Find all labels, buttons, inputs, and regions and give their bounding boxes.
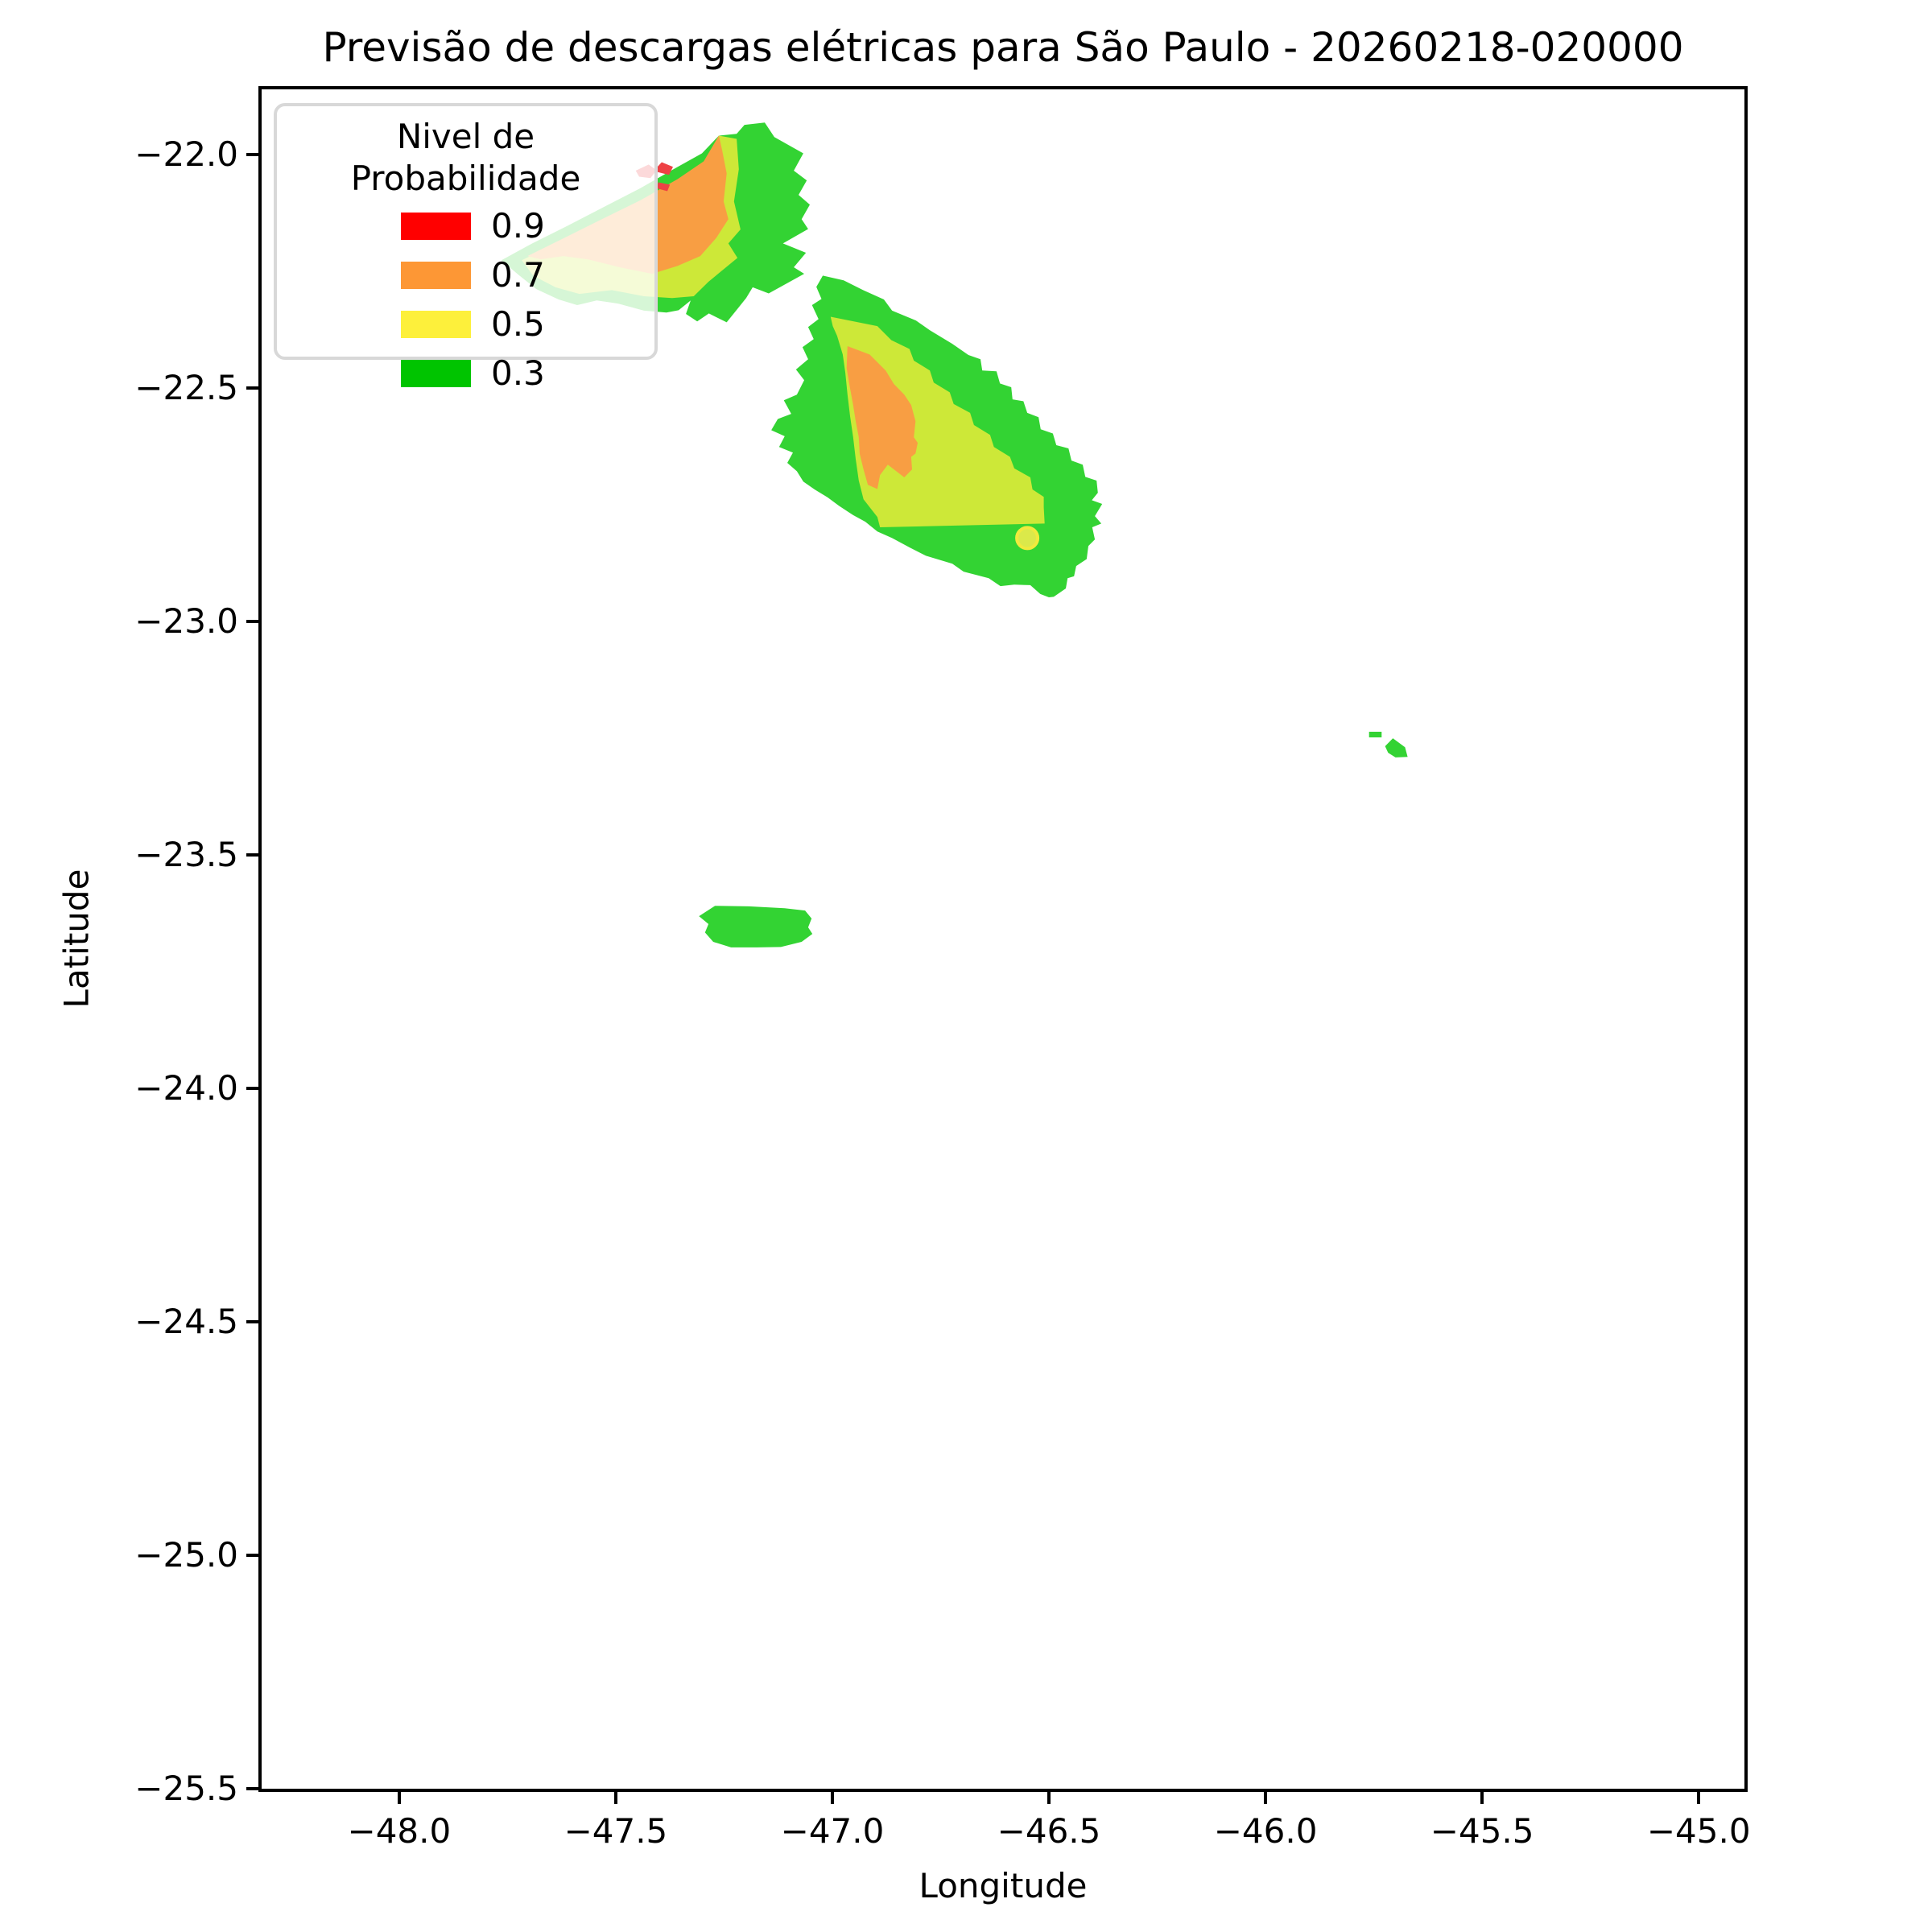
- x-tick-label: −46.5: [997, 1811, 1101, 1851]
- y-tick-mark: [246, 620, 258, 624]
- legend: Nivel de Probabilidade 0.9 0.7 0.5 0.3: [274, 103, 658, 393]
- contour-region-central-cell-p07: [846, 346, 918, 489]
- y-tick-label: −25.5: [134, 1768, 238, 1808]
- contour-region-east-cell-p03: [1385, 738, 1408, 758]
- x-tick-label: −46.0: [1213, 1811, 1318, 1851]
- x-tick-mark: [1697, 1792, 1701, 1804]
- contour-region-southwest-cell-p03: [699, 906, 813, 947]
- y-tick-label: −23.0: [134, 601, 238, 642]
- x-tick-mark: [1047, 1792, 1051, 1804]
- y-tick-label: −24.5: [134, 1302, 238, 1342]
- x-tick-mark: [830, 1792, 834, 1804]
- x-tick-label: −48.0: [347, 1811, 452, 1851]
- y-tick-mark: [246, 386, 258, 390]
- x-tick-mark: [1264, 1792, 1268, 1804]
- legend-swatch-icon: [401, 261, 471, 289]
- y-tick-label: −24.0: [134, 1068, 238, 1108]
- legend-item-03: 0.3: [277, 349, 654, 398]
- y-tick-mark: [246, 1320, 258, 1324]
- legend-item-07: 0.7: [277, 250, 654, 299]
- y-tick-mark: [246, 153, 258, 157]
- y-tick-label: −22.5: [134, 368, 238, 408]
- legend-title: Nivel de Probabilidade: [350, 117, 581, 198]
- legend-item-05: 0.5: [277, 299, 654, 349]
- highlight-point-marker: [1015, 526, 1040, 551]
- y-tick-mark: [246, 1786, 258, 1790]
- x-tick-label: −45.5: [1430, 1811, 1534, 1851]
- legend-item-label: 0.7: [491, 255, 545, 295]
- legend-item-label: 0.9: [491, 206, 545, 246]
- legend-swatch-icon: [401, 212, 471, 240]
- y-tick-label: −22.0: [134, 134, 238, 175]
- legend-items: 0.9 0.7 0.5 0.3: [277, 201, 654, 398]
- x-tick-label: −45.0: [1646, 1811, 1751, 1851]
- y-tick-mark: [246, 1553, 258, 1557]
- y-tick-mark: [246, 853, 258, 857]
- y-axis-label: Latitude: [56, 869, 97, 1009]
- contour-region-east-cell-p03-bar: [1368, 732, 1382, 737]
- y-tick-label: −25.0: [134, 1534, 238, 1575]
- x-tick-label: −47.5: [564, 1811, 668, 1851]
- contour-region-northwest-cell-p09-b: [657, 182, 671, 192]
- chart-title: Previsão de descargas elétricas para São…: [322, 24, 1684, 71]
- y-tick-mark: [246, 1087, 258, 1091]
- legend-swatch-icon: [401, 359, 471, 387]
- x-axis-label: Longitude: [919, 1866, 1088, 1905]
- x-tick-mark: [397, 1792, 401, 1804]
- y-tick-label: −23.5: [134, 835, 238, 875]
- x-tick-mark: [613, 1792, 617, 1804]
- legend-item-label: 0.3: [491, 353, 545, 393]
- legend-swatch-icon: [401, 310, 471, 338]
- legend-item-09: 0.9: [277, 201, 654, 250]
- x-tick-label: −47.0: [780, 1811, 885, 1851]
- x-tick-mark: [1480, 1792, 1484, 1804]
- legend-item-label: 0.5: [491, 304, 545, 344]
